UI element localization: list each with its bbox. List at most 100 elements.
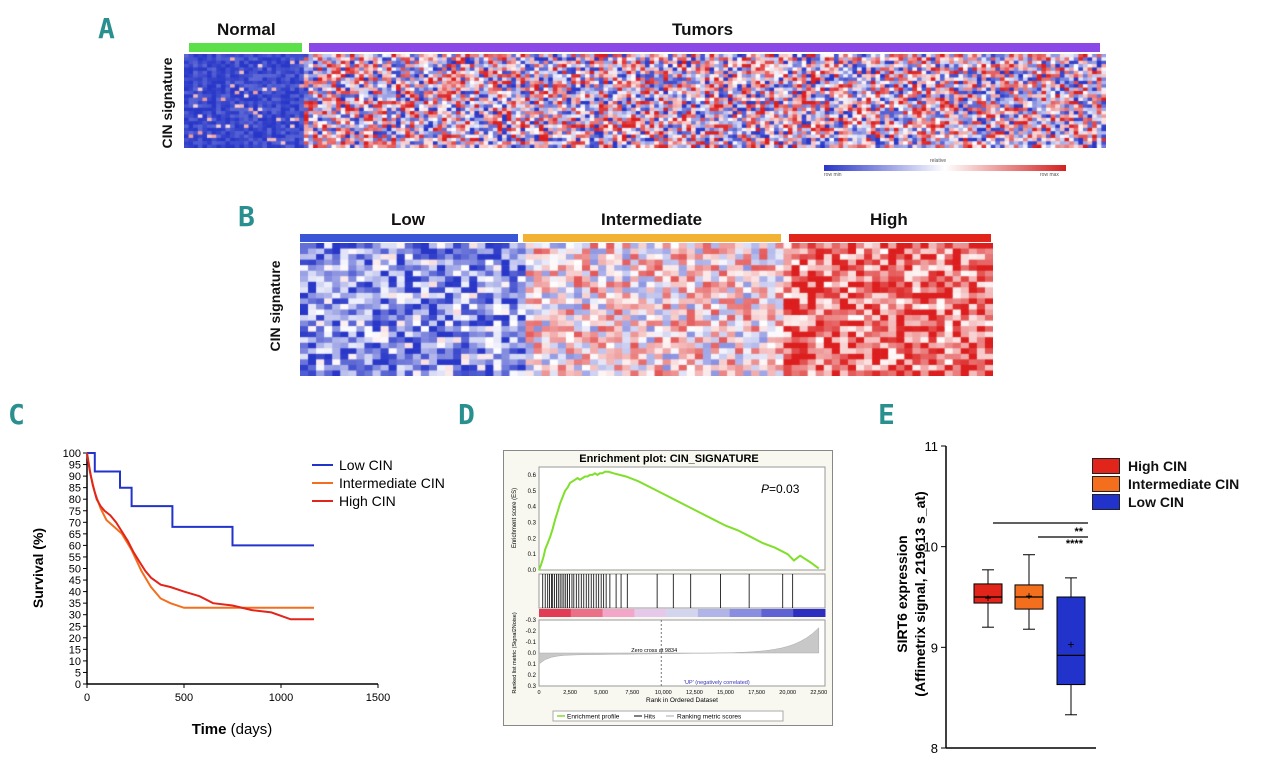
legend-intermediate-cin-label: Intermediate CIN: [1128, 476, 1240, 492]
rank-colour-segment: [729, 609, 762, 617]
significance-label-1: **: [1074, 526, 1083, 538]
colorbar-max-label: row max: [1040, 172, 1059, 178]
p-value-italic: P: [761, 482, 769, 496]
y-tick-label: 11: [925, 439, 939, 454]
legend-intermediate-cin: Intermediate CIN: [1092, 476, 1239, 492]
x-tick-label: 2,500: [563, 690, 577, 696]
legend-label-0: Low CIN: [339, 457, 393, 473]
y-tick-label: 30: [69, 610, 81, 622]
metric-tick-label: -0.1: [526, 640, 537, 646]
normal-group-label: Normal: [217, 20, 276, 39]
panel-label-d: D: [458, 398, 475, 431]
x-tick-label: 500: [175, 692, 193, 704]
y-axis-label-line1: SIRT6 expression: [894, 535, 910, 653]
y-tick-label: 80: [69, 494, 81, 506]
rank-colour-segment: [761, 609, 794, 617]
x-tick-label: 17,500: [748, 690, 765, 696]
es-plot-area: [538, 466, 826, 571]
metric-ylabel: Ranked list metric (Signal2Noise): [512, 612, 518, 693]
legend-metric-label: Ranking metric scores: [677, 714, 742, 721]
low-group-label: Low: [391, 210, 425, 229]
y-tick-label: 90: [69, 471, 81, 483]
heatmap-a-ylabel: CIN signature: [159, 57, 175, 149]
significance-label-2: ****: [1066, 538, 1084, 550]
box-2: [1056, 596, 1086, 686]
swatch-low-cin: [1092, 494, 1120, 510]
zero-cross-label: Zero cross at 9834: [631, 648, 677, 654]
rank-colour-segment: [666, 609, 699, 617]
y-tick-label: 75: [69, 506, 81, 518]
high-group-bar: [789, 234, 991, 242]
survival-chart: 0510152025303540455055606570758085909510…: [30, 448, 445, 738]
rank-colour-segment: [570, 609, 604, 617]
y-tick-label: 5: [75, 667, 81, 679]
x-tick-label: 22,500: [810, 690, 827, 696]
heatmap-colorbar: [824, 165, 1066, 171]
gsea-enrichment-plot: Enrichment plot: CIN_SIGNATURE 0.0 0.1 0.2 0…: [503, 450, 833, 726]
y-tick-label: 70: [69, 517, 81, 529]
x-tick-label: 0: [537, 690, 540, 696]
rank-colour-segment: [634, 609, 667, 617]
x-tick-label: 1500: [366, 692, 390, 704]
y-axis-label-line2: (Affimetrix signal, 219613 s_at): [912, 491, 928, 696]
swatch-intermediate-cin: [1092, 476, 1120, 492]
legend-label-1: Intermediate CIN: [339, 475, 445, 491]
es-tick-label: 0.0: [528, 568, 537, 574]
panel-label-a: A: [98, 12, 115, 45]
survival-curve-0: [87, 452, 314, 547]
legend-high-cin: High CIN: [1092, 458, 1187, 474]
x-tick-label: 10,000: [655, 690, 672, 696]
rank-colour-segment: [697, 609, 731, 617]
es-tick-label: 0.3: [528, 520, 537, 526]
low-group-bar: [300, 234, 518, 242]
mean-marker: +: [1025, 589, 1032, 603]
x-tick-label: 0: [84, 692, 90, 704]
gsea-xlabel: Rank in Ordered Dataset: [646, 697, 718, 704]
y-tick-label: 25: [69, 621, 81, 633]
swatch-high-cin: [1092, 458, 1120, 474]
x-axis-label-unit: (days): [231, 721, 273, 738]
panel-label-e: E: [878, 398, 895, 431]
y-tick-label: 45: [69, 575, 81, 587]
y-tick-label: 10: [69, 656, 81, 668]
es-tick-label: 0.1: [528, 552, 537, 558]
p-value-rest: =0.03: [769, 482, 800, 496]
legend-label-2: High CIN: [339, 493, 396, 509]
y-tick-label: 8: [931, 741, 938, 756]
rank-colour-segment: [539, 609, 572, 617]
x-axis-label-main: Time: [192, 721, 231, 738]
y-tick-label: 40: [69, 587, 81, 599]
x-tick-label: 5,000: [594, 690, 608, 696]
y-tick-label: 10: [924, 540, 938, 555]
metric-tick-label: 0.3: [528, 684, 537, 690]
box-0: [973, 583, 1003, 604]
x-tick-label: 1000: [269, 692, 293, 704]
enrichment-profile: [538, 470, 820, 571]
x-tick-label: 7,500: [625, 690, 639, 696]
legend-low-cin-label: Low CIN: [1128, 494, 1184, 510]
legend-low-cin: Low CIN: [1092, 494, 1184, 510]
mean-marker: +: [1067, 637, 1074, 651]
tumors-group-bar: [309, 43, 1100, 52]
y-tick-label: 95: [69, 460, 81, 472]
metric-tick-label: -0.2: [526, 629, 537, 635]
gsea-title: Enrichment plot: CIN_SIGNATURE: [579, 453, 758, 465]
x-axis-label: Time (days): [192, 721, 273, 738]
colorbar-min-label: row min: [824, 172, 842, 178]
sirt6-boxplot: 8 9 10 11 SIRT6 expression (Affimetrix signal…: [894, 439, 1096, 756]
rank-colour-segment: [602, 609, 635, 617]
p-value-annotation: P=0.03: [761, 482, 800, 496]
mean-marker: +: [984, 591, 991, 605]
y-tick-label: 15: [69, 644, 81, 656]
intermediate-group-bar: [523, 234, 781, 242]
up-label: 'UP' (negatively correlated): [684, 680, 750, 686]
heatmap-b-ylabel: CIN signature: [267, 260, 283, 352]
normal-group-bar: [189, 43, 302, 52]
legend-enrichment-label: Enrichment profile: [567, 714, 620, 721]
rank-colour-segment: [793, 609, 826, 617]
high-group-label: High: [870, 210, 908, 229]
y-axis-label: Survival (%): [30, 528, 46, 608]
y-tick-label: 100: [63, 448, 81, 460]
y-tick-label: 35: [69, 598, 81, 610]
y-tick-label: 55: [69, 552, 81, 564]
